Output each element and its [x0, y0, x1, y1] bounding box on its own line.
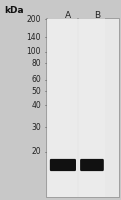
Text: kDa: kDa: [5, 6, 24, 15]
Text: B: B: [94, 11, 100, 20]
Text: 40: 40: [31, 100, 41, 110]
Text: 100: 100: [27, 47, 41, 56]
Text: A: A: [65, 11, 71, 20]
Bar: [48, 18, 77, 197]
Text: 200: 200: [27, 15, 41, 23]
Bar: [46, 18, 119, 197]
Text: 30: 30: [31, 122, 41, 132]
Text: 80: 80: [31, 58, 41, 68]
Text: 140: 140: [27, 32, 41, 42]
FancyBboxPatch shape: [80, 159, 104, 171]
Text: 50: 50: [31, 87, 41, 96]
FancyBboxPatch shape: [50, 159, 76, 171]
Bar: [79, 18, 105, 197]
Text: 60: 60: [31, 75, 41, 84]
Text: 20: 20: [31, 148, 41, 156]
